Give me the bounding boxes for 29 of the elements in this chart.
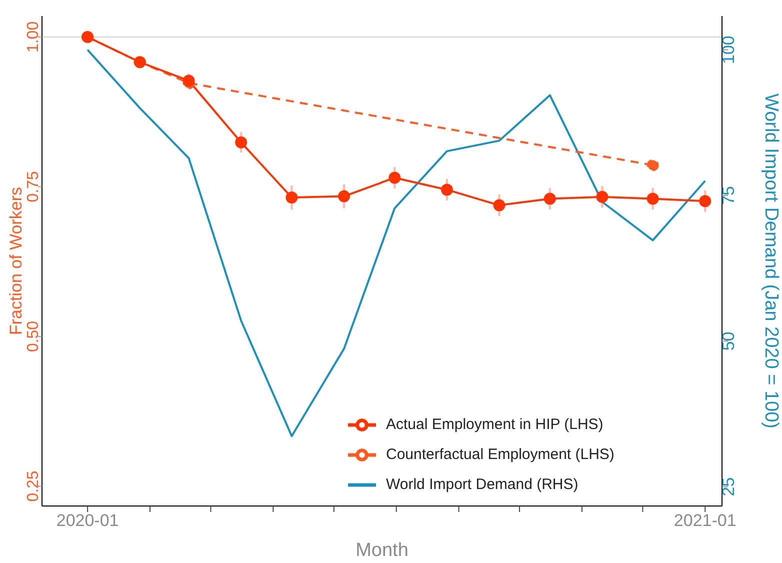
y-tick-label: 0.50	[25, 320, 42, 352]
line-series	[86, 48, 706, 438]
x-tick-label: 2021-01	[674, 511, 736, 530]
point	[338, 190, 350, 202]
y-tick-label: 0.75	[25, 171, 42, 202]
y2-tick-label: 75	[719, 186, 738, 205]
point	[544, 192, 556, 205]
point	[646, 159, 659, 172]
y2-tick-label: 50	[719, 332, 738, 351]
x-axis-title: Month	[356, 540, 408, 561]
y2-tick-label: 25	[719, 477, 738, 496]
point	[699, 195, 712, 208]
point	[235, 136, 248, 148]
x-tick-label: 2020-01	[56, 511, 119, 530]
point	[646, 192, 659, 205]
legend-label: World Import Demand (RHS)	[386, 476, 578, 493]
y2-tick-label: 100	[719, 36, 738, 64]
y-tick-label: 0.25	[25, 470, 42, 502]
point	[493, 199, 506, 212]
y-tick-label: 1.00	[25, 21, 42, 53]
point	[596, 190, 608, 203]
point	[440, 184, 453, 196]
point	[286, 192, 298, 204]
y2-axis-title: World Import Demand (Jan 2020 = 100)	[760, 94, 782, 428]
point	[182, 74, 195, 87]
y-axis-title: Fraction of Workers	[6, 186, 26, 336]
point	[388, 172, 401, 184]
legend-label: Actual Employment in HIP (LHS)	[386, 416, 604, 433]
legend-label: Counterfactual Employment (LHS)	[386, 446, 614, 463]
